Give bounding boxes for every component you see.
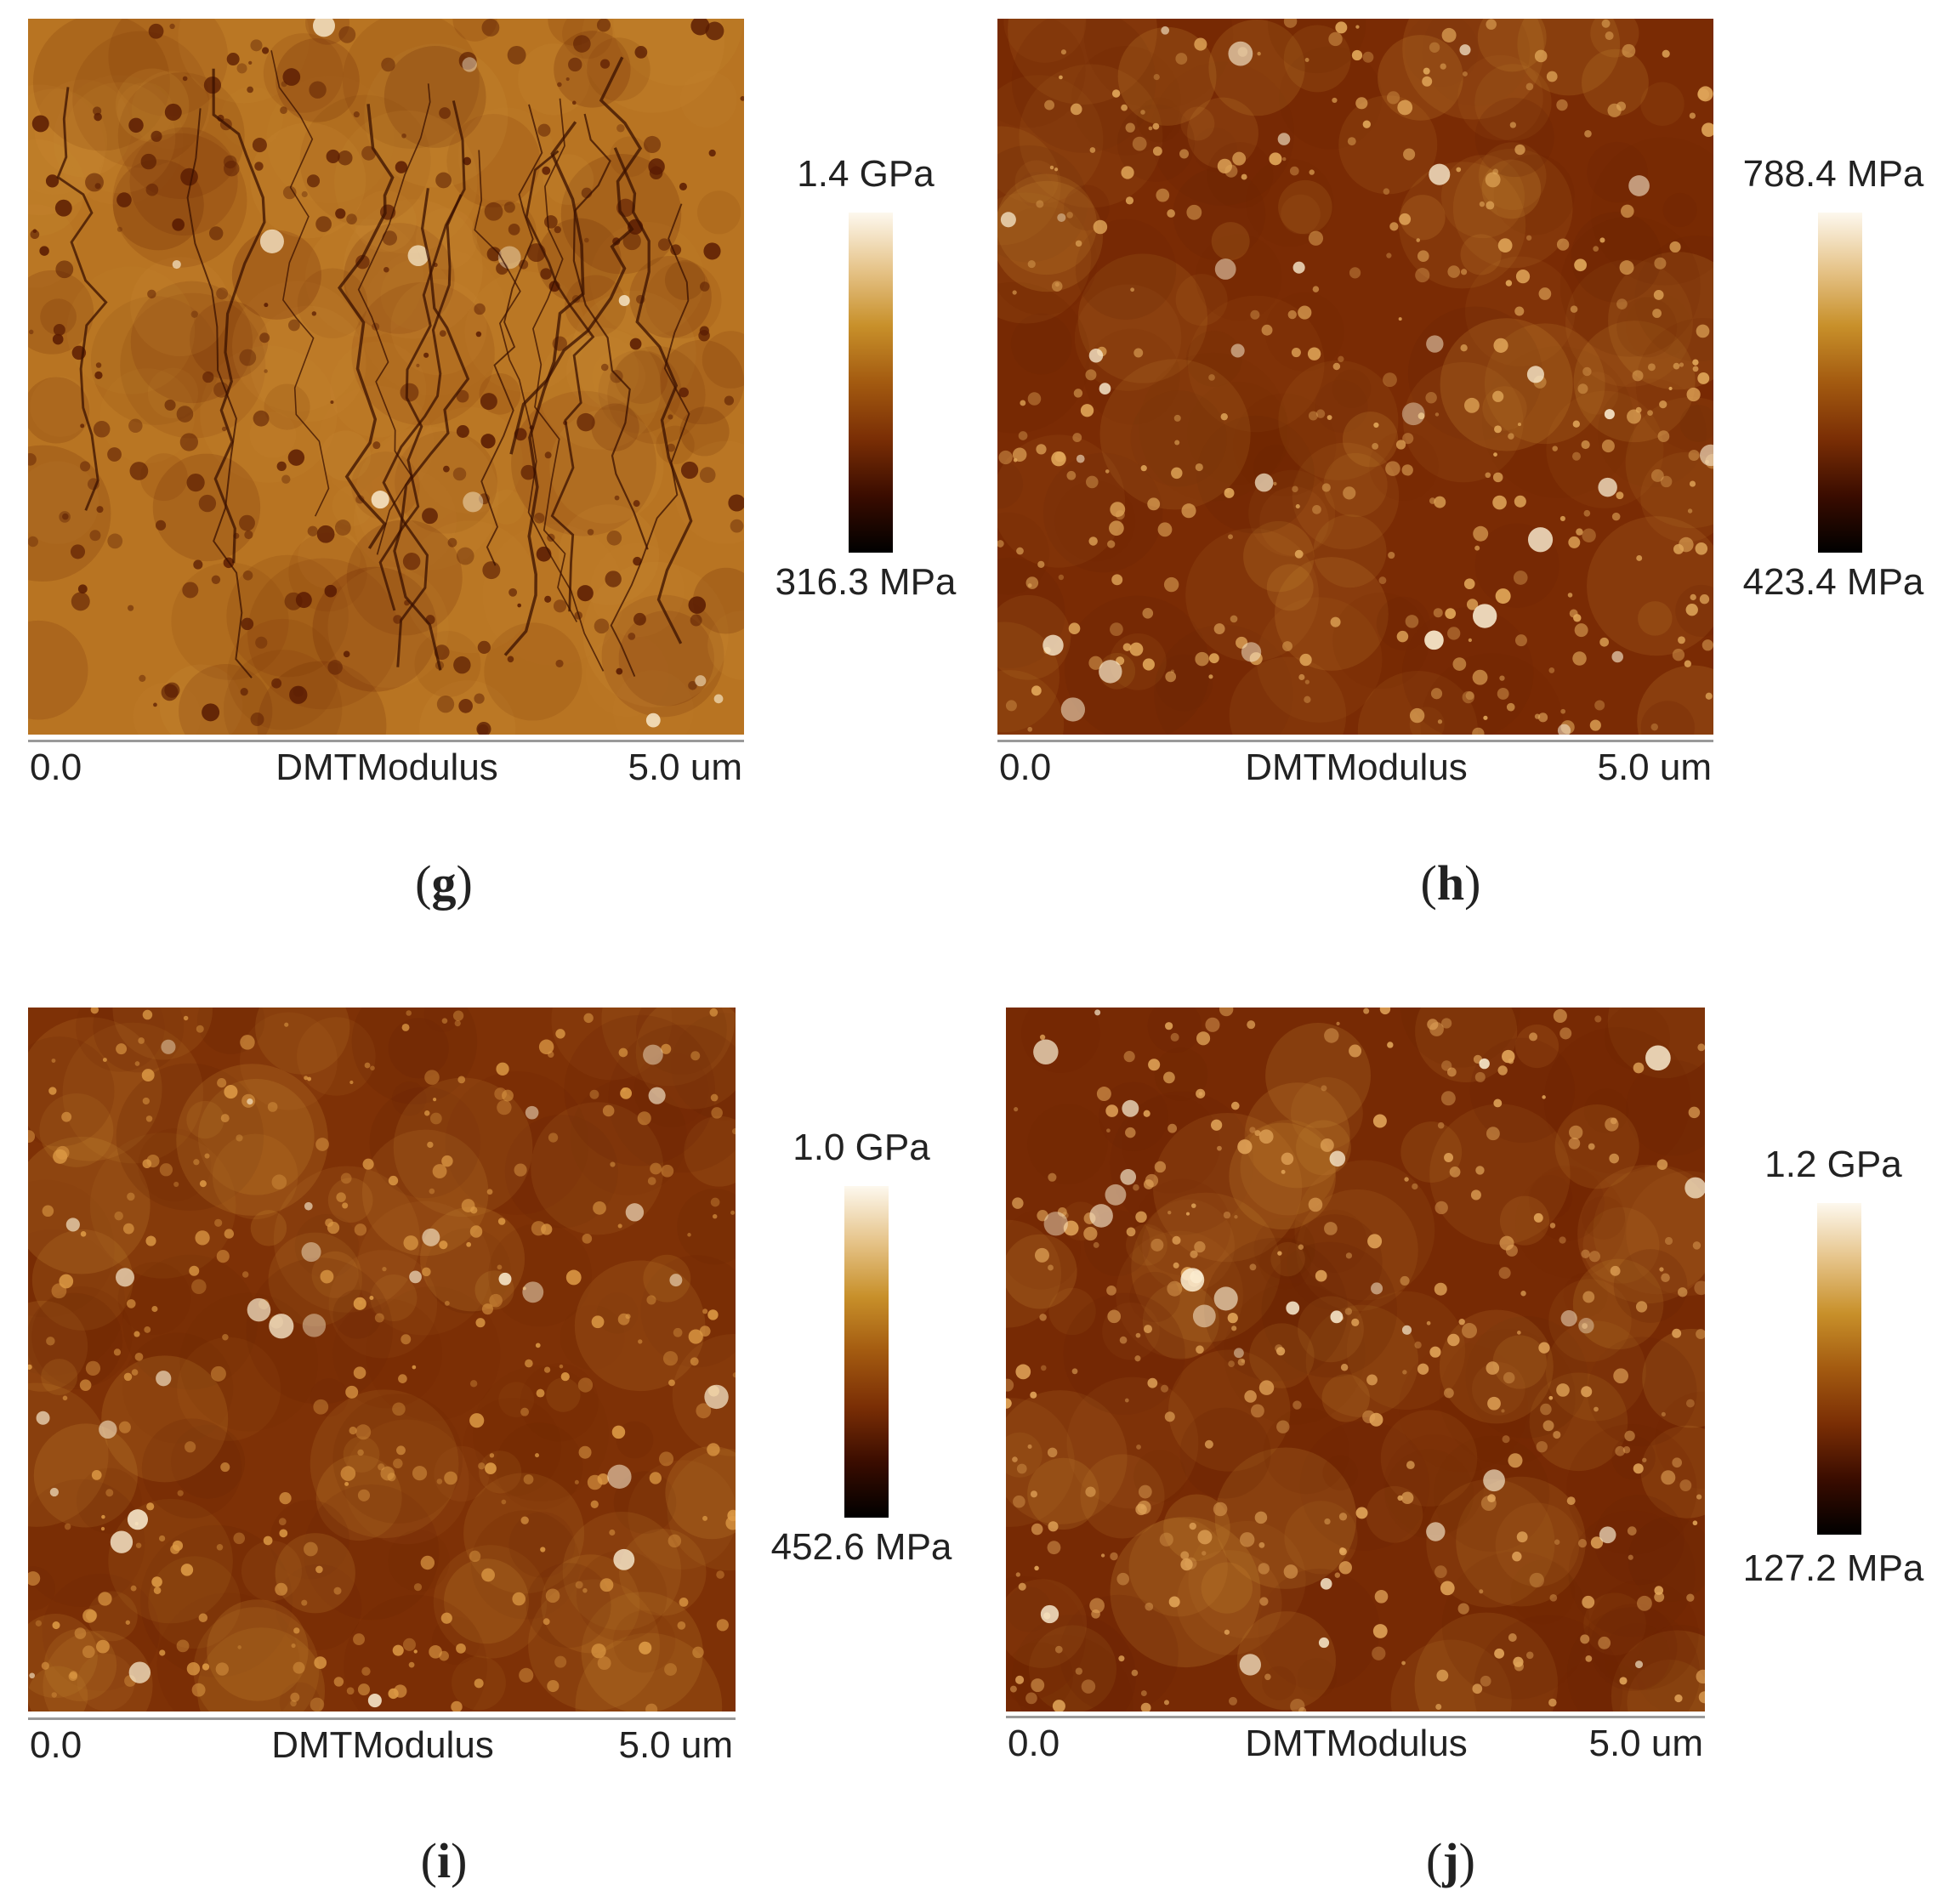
colorbar-max-label: 788.4 MPa xyxy=(1742,153,1924,195)
scale-start-label: 0.0 xyxy=(30,1724,82,1766)
colorbar-min-label: 127.2 MPa xyxy=(1742,1547,1924,1589)
colorbar xyxy=(1817,1203,1861,1535)
panel-label: (i) xyxy=(420,1833,468,1888)
panel-g: 0.0 DMTModulus 5.0 um 1.4 GPa 316.3 MPa … xyxy=(0,0,978,935)
scale-axis-line xyxy=(997,740,1713,742)
scale-axis-line xyxy=(1006,1716,1705,1718)
scale-start-label: 0.0 xyxy=(1008,1723,1060,1764)
channel-label: DMTModulus xyxy=(1245,746,1468,788)
scale-end-label: 5.0 um xyxy=(1597,746,1712,788)
panel-h: 0.0 DMTModulus 5.0 um 788.4 MPa 423.4 MP… xyxy=(978,0,1960,935)
colorbar-min-label: 316.3 MPa xyxy=(775,561,957,603)
colorbar-max-label: 1.0 GPa xyxy=(793,1127,930,1168)
scale-axis-line xyxy=(28,740,744,742)
colorbar xyxy=(849,213,893,553)
afm-modulus-map-j xyxy=(1006,1008,1705,1712)
scale-start-label: 0.0 xyxy=(30,746,82,788)
channel-label: DMTModulus xyxy=(1245,1723,1468,1764)
channel-label: DMTModulus xyxy=(276,746,498,788)
colorbar xyxy=(844,1186,889,1518)
panel-j: 0.0 DMTModulus 5.0 um 1.2 GPa 127.2 MPa … xyxy=(978,978,1960,1896)
colorbar-min-label: 452.6 MPa xyxy=(770,1526,952,1568)
colorbar-max-label: 1.2 GPa xyxy=(1764,1144,1902,1185)
afm-modulus-map-i xyxy=(28,1008,736,1712)
colorbar-min-label: 423.4 MPa xyxy=(1742,561,1924,603)
panel-label: (j) xyxy=(1426,1833,1475,1888)
panel-label: (h) xyxy=(1420,855,1481,911)
scale-end-label: 5.0 um xyxy=(1588,1723,1703,1764)
scale-end-label: 5.0 um xyxy=(618,1724,733,1766)
panel-i: 0.0 DMTModulus 5.0 um 1.0 GPa 452.6 MPa … xyxy=(0,978,978,1896)
colorbar xyxy=(1818,213,1862,553)
scale-axis-line xyxy=(28,1717,736,1720)
afm-modulus-map-h xyxy=(997,19,1713,735)
afm-modulus-map-g xyxy=(28,19,744,735)
scale-end-label: 5.0 um xyxy=(628,746,742,788)
scale-start-label: 0.0 xyxy=(999,746,1052,788)
colorbar-max-label: 1.4 GPa xyxy=(797,153,935,195)
panel-label: (g) xyxy=(415,855,473,911)
channel-label: DMTModulus xyxy=(271,1724,494,1766)
